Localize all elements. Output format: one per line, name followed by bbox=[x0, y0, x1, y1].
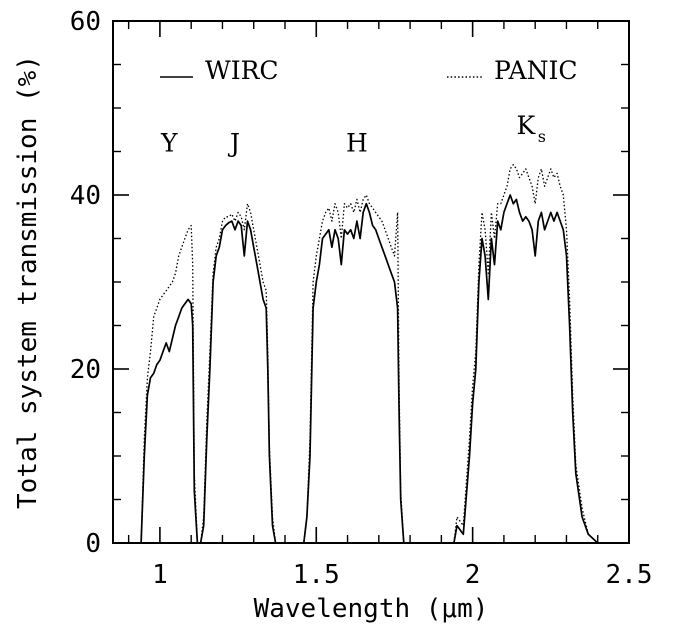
x-tick-label: 2.5 bbox=[606, 560, 653, 590]
band-label-k: K bbox=[516, 111, 536, 140]
band-label-subscript: s bbox=[538, 127, 546, 146]
x-axis-label: Wavelength (μm) bbox=[254, 594, 489, 624]
y-axis-label: Total system transmission (%) bbox=[13, 55, 43, 509]
band-label-j: J bbox=[227, 129, 240, 158]
x-tick-label: 2 bbox=[465, 560, 481, 590]
x-tick-label: 1.5 bbox=[293, 560, 340, 590]
x-tick-label: 1 bbox=[152, 560, 168, 590]
y-tick-label: 20 bbox=[70, 355, 101, 385]
ticks-layer bbox=[113, 20, 630, 544]
band-label-y: Y bbox=[160, 129, 178, 158]
y-tick-label: 60 bbox=[70, 7, 101, 37]
y-tick-label: 40 bbox=[70, 181, 101, 211]
labels-layer: 1 1.5 2 2.5 0 20 40 60 Y J H K s bbox=[70, 7, 653, 590]
legend: WIRC PANIC bbox=[160, 56, 577, 85]
band-label-h: H bbox=[346, 129, 368, 158]
y-tick-label: 0 bbox=[85, 529, 101, 559]
legend-wirc-label: WIRC bbox=[205, 56, 279, 85]
legend-panic-label: PANIC bbox=[494, 56, 577, 85]
